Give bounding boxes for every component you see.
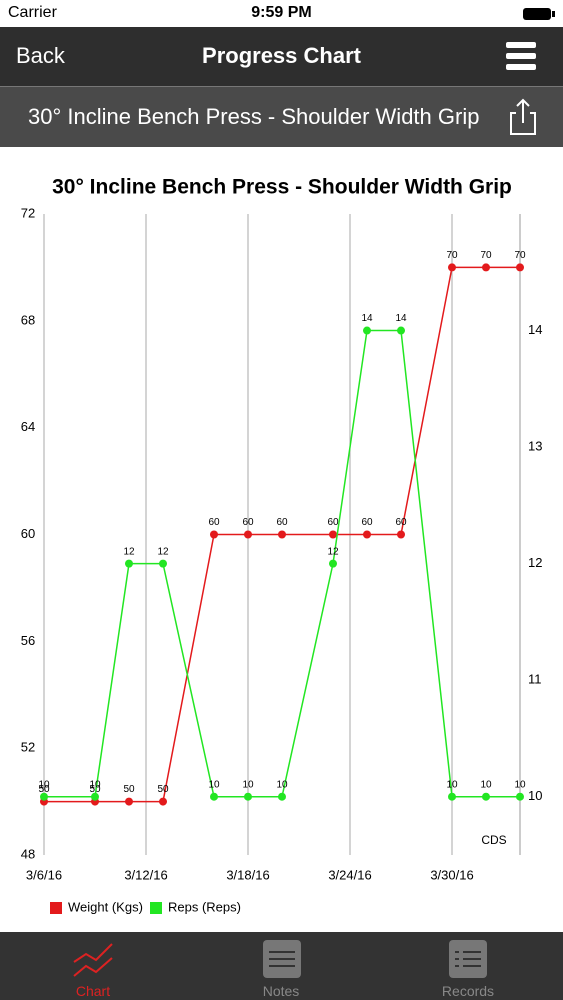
exercise-title: 30° Incline Bench Press - Shoulder Width… xyxy=(28,104,480,129)
data-point xyxy=(91,792,99,801)
x-tick-label: 3/12/16 xyxy=(124,867,167,882)
y2-tick-label: 13 xyxy=(528,439,542,454)
data-label: 70 xyxy=(480,250,492,261)
data-point xyxy=(482,263,490,272)
status-bar: Carrier 9:59 PM xyxy=(0,0,563,27)
legend-swatch xyxy=(50,902,62,914)
y-tick-label: 72 xyxy=(21,205,35,220)
data-label: 10 xyxy=(208,779,220,790)
data-label: 50 xyxy=(123,784,135,795)
data-point xyxy=(40,792,48,801)
battery xyxy=(523,8,555,20)
data-label: 12 xyxy=(123,546,135,557)
data-label: 10 xyxy=(89,779,101,790)
legend-label: Weight (Kgs) xyxy=(68,899,143,914)
nav-bar: Back Progress Chart xyxy=(0,27,563,86)
chart-tab-icon[interactable] xyxy=(72,940,116,980)
legend-label: Reps (Reps) xyxy=(168,899,241,914)
y-tick-label: 52 xyxy=(21,740,35,755)
data-point xyxy=(329,559,337,568)
y-tick-label: 68 xyxy=(21,312,35,327)
x-tick-label: 3/24/16 xyxy=(328,867,371,882)
data-point xyxy=(159,797,167,806)
data-point xyxy=(125,797,133,806)
exercise-header: 30° Incline Bench Press - Shoulder Width… xyxy=(0,86,563,147)
data-label: 60 xyxy=(208,517,220,528)
x-tick-label: 3/18/16 xyxy=(226,867,269,882)
data-point xyxy=(278,530,286,539)
y-tick-label: 48 xyxy=(21,846,35,861)
records-tab-icon[interactable] xyxy=(447,938,489,980)
data-label: 10 xyxy=(276,779,288,790)
data-label: 10 xyxy=(514,779,526,790)
data-point xyxy=(397,530,405,539)
tab-bar: Chart Notes Records xyxy=(0,932,563,1000)
y-tick-label: 60 xyxy=(21,526,35,541)
tab-label[interactable]: Chart xyxy=(75,983,111,999)
data-label: 60 xyxy=(361,517,373,528)
y2-tick-label: 14 xyxy=(528,322,542,337)
tab-label[interactable]: Notes xyxy=(262,983,300,999)
menu-button[interactable] xyxy=(506,41,538,71)
notes-tab-icon[interactable] xyxy=(261,938,303,980)
data-point xyxy=(159,559,167,568)
series-line xyxy=(44,329,520,798)
data-label: 60 xyxy=(276,517,288,528)
data-point xyxy=(363,530,371,539)
data-label: 12 xyxy=(327,546,339,557)
data-label: 50 xyxy=(157,784,169,795)
y2-tick-label: 12 xyxy=(528,555,542,570)
data-point xyxy=(210,792,218,801)
legend-swatch xyxy=(150,902,162,914)
data-label: 70 xyxy=(446,250,458,261)
y-tick-label: 64 xyxy=(21,419,35,434)
carrier: Carrier xyxy=(8,4,57,21)
data-label: 70 xyxy=(514,250,526,261)
nav-title: Progress Chart xyxy=(202,43,361,68)
x-tick-label: 3/30/16 xyxy=(430,867,473,882)
share-button[interactable] xyxy=(508,97,540,137)
data-label: 10 xyxy=(242,779,254,790)
data-point xyxy=(482,792,490,801)
data-point xyxy=(244,792,252,801)
data-point xyxy=(210,530,218,539)
data-point xyxy=(329,530,337,539)
clock: 9:59 PM xyxy=(251,4,312,21)
data-point xyxy=(448,263,456,272)
data-label: 10 xyxy=(38,779,50,790)
y-tick-label: 56 xyxy=(21,633,35,648)
data-point xyxy=(125,559,133,568)
data-label: 50 xyxy=(38,784,50,795)
data-point xyxy=(278,792,286,801)
data-label: 14 xyxy=(361,313,373,324)
tab-label[interactable]: Records xyxy=(441,983,495,999)
back-button[interactable]: Back xyxy=(16,43,65,68)
annotation: CDS xyxy=(481,833,506,847)
data-label: 10 xyxy=(480,779,492,790)
x-tick-label: 3/6/16 xyxy=(26,867,62,882)
data-point xyxy=(516,263,524,272)
data-point xyxy=(397,326,405,335)
data-label: 14 xyxy=(395,313,407,324)
data-label: 60 xyxy=(395,517,407,528)
data-point xyxy=(516,792,524,801)
data-label: 12 xyxy=(157,546,169,557)
data-label: 60 xyxy=(242,517,254,528)
data-point xyxy=(244,530,252,539)
y2-tick-label: 11 xyxy=(528,672,542,687)
chart: 30° Incline Bench Press - Shoulder Width… xyxy=(21,176,543,915)
data-label: 50 xyxy=(89,784,101,795)
data-point xyxy=(448,792,456,801)
y2-tick-label: 10 xyxy=(528,788,542,803)
data-label: 60 xyxy=(327,517,339,528)
data-point xyxy=(363,326,371,335)
chart-title: 30° Incline Bench Press - Shoulder Width… xyxy=(52,176,512,199)
data-label: 10 xyxy=(446,779,458,790)
